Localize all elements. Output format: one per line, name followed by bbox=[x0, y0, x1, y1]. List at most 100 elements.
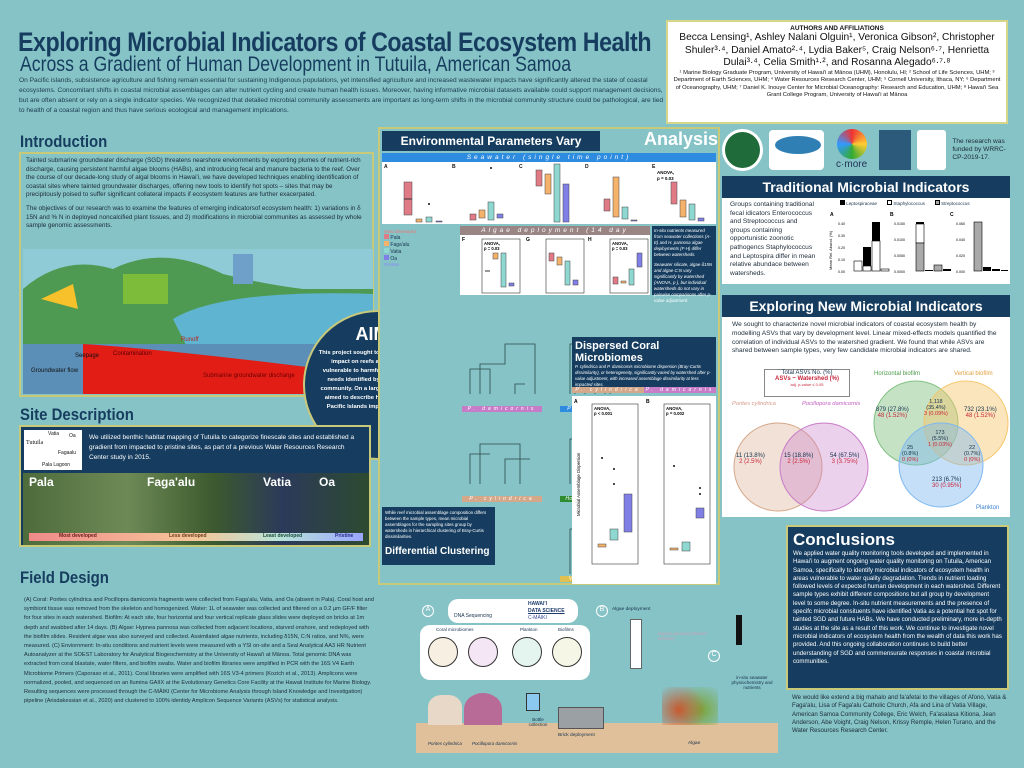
env-heading-text: Environmental Parameters Vary bbox=[400, 134, 582, 148]
env-heading: Environmental Parameters Vary bbox=[382, 131, 600, 151]
venn-plankton-label: Plankton bbox=[976, 505, 1000, 511]
conclusions-text: We applied water quality monitoring tool… bbox=[793, 550, 1002, 665]
venn-hv1: 1,118 bbox=[929, 399, 943, 405]
dispersed-box: Dispersed Coral Microbiomes P. cylindric… bbox=[572, 337, 716, 387]
svg-text:D: D bbox=[585, 164, 589, 170]
venn-porites-only: 11 (13.8%) 2 (2.5%) bbox=[736, 453, 765, 465]
venn-porites-label: Porites cylindrica bbox=[732, 401, 776, 407]
pocillopora-microbe-circle bbox=[468, 637, 498, 667]
hypnea-label: Hypnea pannosa (Starved onshore) bbox=[658, 631, 707, 641]
legend-vatia-label: Vatia bbox=[390, 249, 402, 255]
microbes-label: MICROBES bbox=[420, 636, 427, 664]
site-heading: Site Description bbox=[20, 405, 134, 424]
pcyl-band: P. cylindrica bbox=[572, 387, 644, 393]
svg-text:0.40: 0.40 bbox=[838, 222, 845, 226]
svg-text:G: G bbox=[526, 237, 530, 243]
field-heading: Field Design bbox=[20, 568, 109, 587]
uh-seal-logo bbox=[722, 129, 763, 171]
svg-text:F: F bbox=[462, 237, 465, 243]
contamination-label: Contamination bbox=[113, 351, 152, 357]
conclusions-panel: Conclusions We applied water quality mon… bbox=[786, 525, 1009, 690]
svg-text:ANOVA,: ANOVA, bbox=[484, 241, 500, 246]
venn-hv: 1,118 (35.4%) 3 (0.09%) bbox=[924, 399, 948, 417]
map-label-fagaalu: Fagaalu bbox=[58, 450, 77, 456]
conclusions-heading: Conclusions bbox=[793, 530, 896, 549]
soest-logo bbox=[768, 130, 825, 170]
dispersed-heading: Dispersed Coral Microbiomes bbox=[575, 340, 660, 364]
brick bbox=[558, 707, 604, 729]
site-fagaalu: Faga'alu bbox=[147, 475, 196, 489]
field-diagram: MICROBES Coral microbiomes Plankton Biof… bbox=[408, 595, 778, 765]
legend-bottom: Pristine bbox=[384, 262, 400, 267]
legend-leptospiraceae-label: Leptospiraceae bbox=[846, 201, 878, 206]
site-panel: Tutuila Vatia Oa Fagaalu Pala Lagoon We … bbox=[19, 425, 371, 547]
venn-v-only: 732 (23.1%) 48 (1.52%) bbox=[964, 407, 997, 419]
venn-center: 173 (5.5%) 1 (0.03%) bbox=[928, 430, 952, 448]
groundwater-label: Groundwater flow bbox=[31, 368, 79, 374]
venn-hp2: 0 (0%) bbox=[902, 457, 919, 463]
circle-b: B bbox=[596, 605, 608, 617]
legend-fagaalu: Faga'alu bbox=[384, 241, 444, 248]
legend-oa: Oa bbox=[384, 255, 444, 262]
pocillopora-label: Pocillopora damicornis bbox=[472, 741, 518, 746]
svg-text:ANOVA,: ANOVA, bbox=[666, 406, 682, 411]
hds-line3: C-MĀIKI bbox=[528, 615, 547, 621]
pdam-band: P. damicornis bbox=[644, 387, 716, 393]
gradient-pristine: Pristine bbox=[335, 533, 354, 539]
hds-line1: HAWAI'I bbox=[528, 601, 547, 607]
svg-text:ANOVA,: ANOVA, bbox=[594, 406, 610, 411]
venn-horizontal-label: Horizontal biofilm bbox=[874, 371, 921, 377]
circle-a: A bbox=[422, 605, 434, 617]
seawater-charts: A B C D E ANOVA, p = 0.03 bbox=[382, 162, 716, 224]
svg-text:A: A bbox=[384, 164, 388, 170]
map-label-pala: Pala Lagoon bbox=[42, 462, 71, 468]
svg-text:p = 0.03: p = 0.03 bbox=[484, 246, 500, 251]
venn-l1: 11 (13.8%) bbox=[736, 453, 765, 459]
dna-sequencing-label: DNA Sequencing bbox=[454, 613, 493, 619]
traditional-heading-text: Traditional Microbial Indicators bbox=[762, 179, 970, 195]
analysis-note-2: Seawater silicate, algae δ15N and algae … bbox=[654, 262, 713, 303]
map-label-oa: Oa bbox=[69, 433, 76, 439]
new-indicators-panel: We sought to characterize novel microbia… bbox=[722, 317, 1010, 517]
traditional-text: Groups containing traditional fecal idic… bbox=[730, 201, 816, 277]
svg-text:C: C bbox=[519, 164, 523, 170]
venn-h2: 48 (1.52%) bbox=[877, 413, 908, 419]
venn-vp: 22 (0.7%) 0 (0%) bbox=[964, 445, 980, 463]
pdam-cluster-label: P. damicornis bbox=[462, 406, 542, 412]
venn-key: Total ASVs No. (%) ASVs ~ Watershed (%) … bbox=[764, 369, 850, 397]
traditional-heading: Traditional Microbial Indicators bbox=[722, 176, 1010, 198]
algae-band: Algae deployment (14 day average) bbox=[460, 226, 650, 243]
legend-fagaalu-label: Faga'alu bbox=[390, 242, 410, 248]
svg-text:0.060: 0.060 bbox=[956, 222, 965, 226]
dna-seq-panel: DNA Sequencing HAWAI'I DATA SCIENCE C-MĀ… bbox=[448, 599, 578, 623]
seepage-label: Seepage bbox=[75, 353, 100, 359]
traditional-legend: Leptospiraceae Staphylococcus Streptococ… bbox=[840, 200, 1010, 206]
sensor-probe bbox=[736, 615, 742, 645]
intro-paragraph-1: Tainted submarine groundwater discharge … bbox=[26, 157, 361, 199]
svg-text:ANOVA,: ANOVA, bbox=[657, 170, 674, 175]
legend-streptococcus-label: Streptococcus bbox=[941, 201, 970, 206]
venn-p2: 30 (0.95%) bbox=[932, 483, 962, 489]
svg-text:0.020: 0.020 bbox=[956, 254, 965, 258]
biofilm-venn bbox=[873, 380, 1009, 508]
brick-label: Brick deployment bbox=[558, 733, 595, 738]
svg-text:A: A bbox=[574, 399, 578, 405]
svg-text:0.0000: 0.0000 bbox=[894, 270, 905, 274]
svg-text:B: B bbox=[646, 399, 650, 405]
venn-v1: 732 (23.1%) bbox=[964, 407, 997, 413]
bottle-icon bbox=[526, 693, 540, 711]
venn-pocillopora-only: 54 (67.5%) 3 (3.75%) bbox=[830, 453, 859, 465]
site-oa: Oa bbox=[319, 475, 336, 489]
biofilm-microbe-circle bbox=[552, 637, 582, 667]
pcyl-cluster-label: P. cylindrica bbox=[462, 496, 542, 502]
key-red: ASVs ~ Watershed (%) bbox=[775, 376, 839, 382]
analysis-heading: Analysis bbox=[644, 129, 719, 149]
svg-text:0.20: 0.20 bbox=[838, 246, 845, 250]
plankton-label: Plankton bbox=[520, 627, 538, 632]
legend-staphylococcus-label: Staphylococcus bbox=[893, 201, 925, 206]
svg-text:A: A bbox=[830, 212, 834, 218]
venn-hp: 25 (0.8%) 0 (0%) bbox=[902, 445, 918, 463]
venn-hv1b: (35.4%) bbox=[926, 405, 946, 411]
venn-vp2: 0 (0%) bbox=[964, 457, 981, 463]
